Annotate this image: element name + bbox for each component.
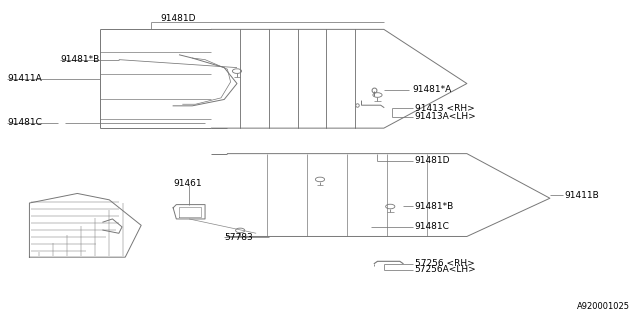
- Text: 91413A<LH>: 91413A<LH>: [415, 112, 476, 121]
- Text: 91411A: 91411A: [7, 74, 42, 83]
- Text: 91481*B: 91481*B: [60, 55, 99, 64]
- Text: 57256 <RH>: 57256 <RH>: [415, 259, 474, 268]
- Text: 91481C: 91481C: [7, 118, 42, 127]
- Text: 91461: 91461: [173, 180, 202, 188]
- Text: 91411B: 91411B: [564, 190, 598, 200]
- Text: 91481*B: 91481*B: [415, 202, 454, 211]
- Text: 91481*A: 91481*A: [413, 85, 452, 94]
- Text: 91481D: 91481D: [161, 14, 196, 23]
- Text: 91413 <RH>: 91413 <RH>: [415, 104, 474, 113]
- Text: A920001025: A920001025: [577, 302, 630, 311]
- Text: 57256A<LH>: 57256A<LH>: [415, 265, 476, 275]
- Text: 91481C: 91481C: [415, 222, 449, 231]
- Text: 57783: 57783: [224, 233, 253, 242]
- Text: 91481D: 91481D: [415, 156, 450, 165]
